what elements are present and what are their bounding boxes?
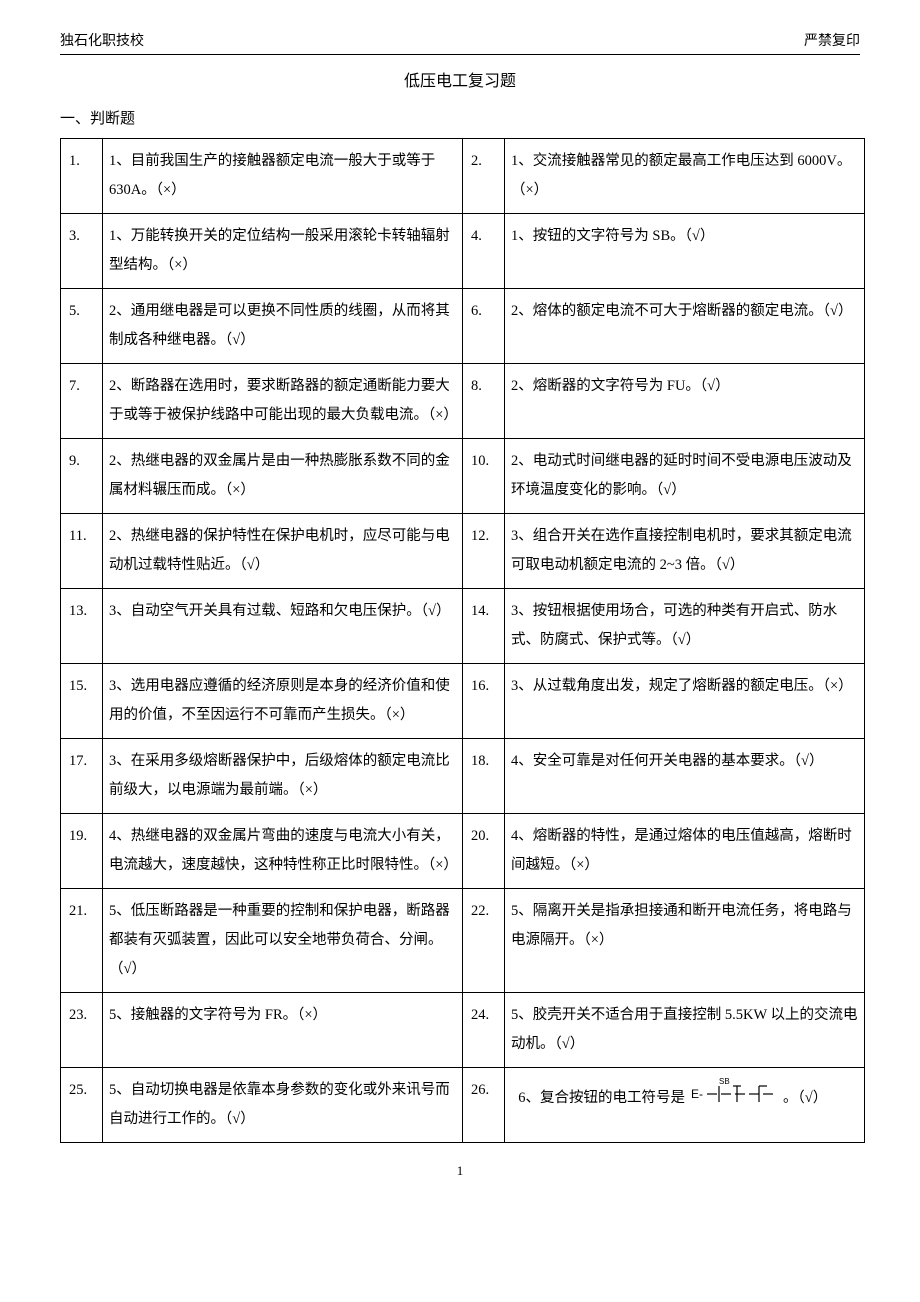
question-text: 5、自动切换电器是依靠本身参数的变化或外来讯号而自动进行工作的。（√） xyxy=(103,1068,463,1143)
question-text: 4、安全可靠是对任何开关电器的基本要求。（√） xyxy=(505,739,865,814)
question-number: 17. xyxy=(61,739,103,814)
question-number: 9. xyxy=(61,439,103,514)
table-row: 3.1、万能转换开关的定位结构一般采用滚轮卡转轴辐射型结构。（×）4.1、按钮的… xyxy=(61,214,865,289)
question-number: 24. xyxy=(463,993,505,1068)
question-table: 1.1、目前我国生产的接触器额定电流一般大于或等于 630A。（×）2.1、交流… xyxy=(60,138,865,1143)
question-number: 25. xyxy=(61,1068,103,1143)
question-text: 4、热继电器的双金属片弯曲的速度与电流大小有关，电流越大，速度越快，这种特性称正… xyxy=(103,814,463,889)
question-text: 4、熔断器的特性，是通过熔体的电压值越高，熔断时间越短。（×） xyxy=(505,814,865,889)
table-row: 17.3、在采用多级熔断器保护中，后级熔体的额定电流比前级大，以电源端为最前端。… xyxy=(61,739,865,814)
question-number: 13. xyxy=(61,589,103,664)
question-number: 8. xyxy=(463,364,505,439)
section-heading: 一、判断题 xyxy=(60,107,860,128)
table-row: 19.4、热继电器的双金属片弯曲的速度与电流大小有关，电流越大，速度越快，这种特… xyxy=(61,814,865,889)
question-text: 3、从过载角度出发，规定了熔断器的额定电压。（×） xyxy=(505,664,865,739)
question-number: 18. xyxy=(463,739,505,814)
table-row: 13.3、自动空气开关具有过载、短路和欠电压保护。（√）14.3、按钮根据使用场… xyxy=(61,589,865,664)
question-text: 2、断路器在选用时，要求断路器的额定通断能力要大于或等于被保护线路中可能出现的最… xyxy=(103,364,463,439)
question-number: 22. xyxy=(463,889,505,993)
header-left: 独石化职技校 xyxy=(60,30,144,50)
question-number: 11. xyxy=(61,514,103,589)
symbol-wrapper: SB E- xyxy=(689,1076,779,1121)
question-number: 10. xyxy=(463,439,505,514)
question-number: 23. xyxy=(61,993,103,1068)
question-text: 3、选用电器应遵循的经济原则是本身的经济价值和使用的价值，不至因运行不可靠而产生… xyxy=(103,664,463,739)
question-text: 2、通用继电器是可以更换不同性质的线圈，从而将其制成各种继电器。（√） xyxy=(103,289,463,364)
question-number: 19. xyxy=(61,814,103,889)
svg-text:SB: SB xyxy=(719,1077,730,1086)
compound-button-symbol-icon: SB E- xyxy=(689,1076,779,1110)
question-number: 20. xyxy=(463,814,505,889)
question-text: 3、自动空气开关具有过载、短路和欠电压保护。（√） xyxy=(103,589,463,664)
question-text: 1、交流接触器常见的额定最高工作电压达到 6000V。（×） xyxy=(505,139,865,214)
table-row: 7.2、断路器在选用时，要求断路器的额定通断能力要大于或等于被保护线路中可能出现… xyxy=(61,364,865,439)
question-text: 2、热继电器的保护特性在保护电机时，应尽可能与电动机过载特性贴近。（√） xyxy=(103,514,463,589)
question-number: 2. xyxy=(463,139,505,214)
question-text: 6、复合按钮的电工符号是 SB E- 。（√） xyxy=(505,1068,865,1143)
table-row: 21.5、低压断路器是一种重要的控制和保护电器，断路器都装有灭弧装置，因此可以安… xyxy=(61,889,865,993)
question-number: 3. xyxy=(61,214,103,289)
question-text: 2、热继电器的双金属片是由一种热膨胀系数不同的金属材料辗压而成。（×） xyxy=(103,439,463,514)
question-text: 2、熔体的额定电流不可大于熔断器的额定电流。（√） xyxy=(505,289,865,364)
question-text: 2、熔断器的文字符号为 FU。（√） xyxy=(505,364,865,439)
question-number: 21. xyxy=(61,889,103,993)
question-number: 5. xyxy=(61,289,103,364)
question-text: 5、接触器的文字符号为 FR。（×） xyxy=(103,993,463,1068)
question-text: 2、电动式时间继电器的延时时间不受电源电压波动及环境温度变化的影响。（√） xyxy=(505,439,865,514)
table-row: 9.2、热继电器的双金属片是由一种热膨胀系数不同的金属材料辗压而成。（×）10.… xyxy=(61,439,865,514)
table-row: 1.1、目前我国生产的接触器额定电流一般大于或等于 630A。（×）2.1、交流… xyxy=(61,139,865,214)
question-text-prefix: 6、复合按钮的电工符号是 xyxy=(518,1090,685,1106)
question-text-suffix: 。（√） xyxy=(783,1090,827,1106)
question-text: 1、按钮的文字符号为 SB。（√） xyxy=(505,214,865,289)
table-row: 5.2、通用继电器是可以更换不同性质的线圈，从而将其制成各种继电器。（√）6.2… xyxy=(61,289,865,364)
question-text: 1、目前我国生产的接触器额定电流一般大于或等于 630A。（×） xyxy=(103,139,463,214)
question-text: 3、按钮根据使用场合，可选的种类有开启式、防水式、防腐式、保护式等。（√） xyxy=(505,589,865,664)
question-number: 14. xyxy=(463,589,505,664)
table-row: 11.2、热继电器的保护特性在保护电机时，应尽可能与电动机过载特性贴近。（√）1… xyxy=(61,514,865,589)
question-number: 7. xyxy=(61,364,103,439)
question-text: 5、低压断路器是一种重要的控制和保护电器，断路器都装有灭弧装置，因此可以安全地带… xyxy=(103,889,463,993)
question-text: 5、胶壳开关不适合用于直接控制 5.5KW 以上的交流电动机。（√） xyxy=(505,993,865,1068)
table-row: 25.5、自动切换电器是依靠本身参数的变化或外来讯号而自动进行工作的。（√）26… xyxy=(61,1068,865,1143)
question-text: 3、组合开关在选作直接控制电机时，要求其额定电流可取电动机额定电流的 2~3 倍… xyxy=(505,514,865,589)
header-right: 严禁复印 xyxy=(804,30,860,50)
table-row: 15.3、选用电器应遵循的经济原则是本身的经济价值和使用的价值，不至因运行不可靠… xyxy=(61,664,865,739)
question-text: 5、隔离开关是指承担接通和断开电流任务，将电路与电源隔开。（×） xyxy=(505,889,865,993)
question-text: 1、万能转换开关的定位结构一般采用滚轮卡转轴辐射型结构。（×） xyxy=(103,214,463,289)
question-number: 26. xyxy=(463,1068,505,1143)
question-number: 6. xyxy=(463,289,505,364)
question-number: 4. xyxy=(463,214,505,289)
page-title: 低压电工复习题 xyxy=(60,67,860,91)
question-number: 15. xyxy=(61,664,103,739)
question-text: 3、在采用多级熔断器保护中，后级熔体的额定电流比前级大，以电源端为最前端。（×） xyxy=(103,739,463,814)
page-header: 独石化职技校 严禁复印 xyxy=(60,30,860,55)
page-number: 1 xyxy=(60,1163,860,1179)
svg-text:E-: E- xyxy=(691,1087,703,1101)
table-row: 23.5、接触器的文字符号为 FR。（×）24.5、胶壳开关不适合用于直接控制 … xyxy=(61,993,865,1068)
question-number: 12. xyxy=(463,514,505,589)
question-number: 16. xyxy=(463,664,505,739)
question-number: 1. xyxy=(61,139,103,214)
